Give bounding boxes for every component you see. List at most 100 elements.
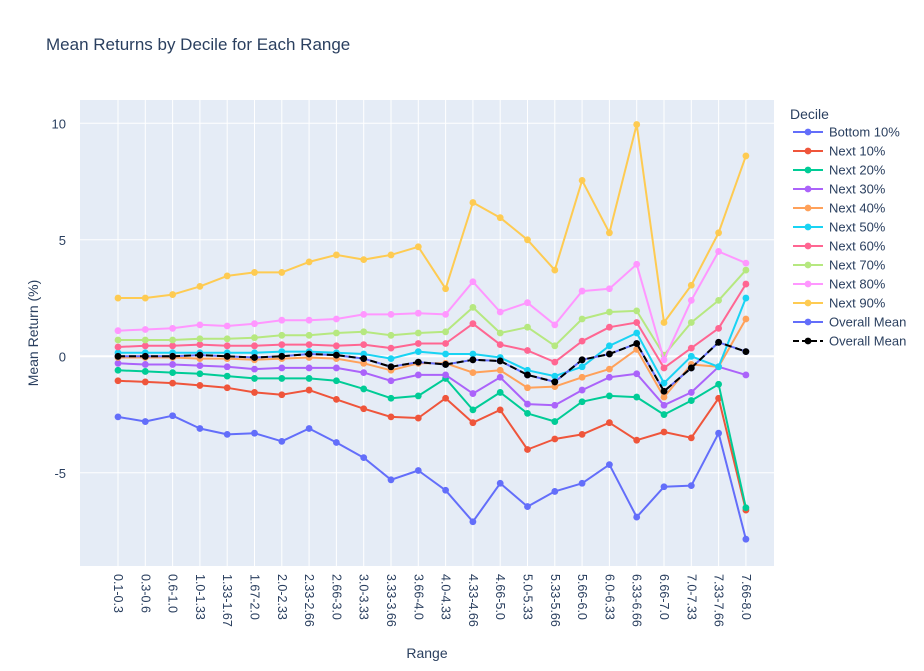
data-point (196, 370, 204, 378)
data-point (169, 324, 177, 332)
data-point (114, 377, 122, 385)
legend-item: Next 60% (793, 239, 886, 254)
data-point (578, 337, 586, 345)
data-point (414, 329, 422, 337)
data-point (305, 386, 313, 394)
data-point (223, 342, 231, 350)
data-point (223, 430, 231, 438)
data-point (169, 336, 177, 344)
data-point (414, 243, 422, 251)
legend-swatch-marker (804, 337, 812, 345)
data-point (742, 348, 750, 356)
data-point (251, 334, 258, 342)
data-point (606, 308, 613, 316)
data-point (333, 377, 340, 385)
data-point (578, 176, 586, 184)
data-point (578, 430, 586, 438)
data-point (524, 366, 531, 374)
data-point (414, 467, 422, 474)
x-tick-label: 3.0-3.33 (357, 574, 371, 620)
data-point (196, 335, 204, 343)
data-point (278, 375, 286, 382)
y-axis-ticks: -5 0 5 10 (52, 116, 66, 480)
data-point (196, 351, 204, 359)
legend-label: Overall Mean (829, 334, 906, 349)
data-point (387, 310, 395, 318)
data-point (633, 329, 641, 337)
data-point (524, 323, 531, 331)
legend-item: Next 30% (793, 182, 886, 197)
data-point (305, 331, 313, 339)
x-tick-label: 7.66-8.0 (739, 574, 753, 620)
data-point (251, 365, 258, 373)
data-point (442, 328, 449, 336)
legend-label: Next 60% (829, 239, 886, 254)
legend-label: Overall Mean (829, 315, 906, 330)
data-point (251, 375, 258, 382)
data-point (469, 303, 477, 311)
data-point (496, 406, 504, 414)
data-point (551, 372, 559, 380)
legend-swatch-marker (804, 128, 812, 136)
data-point (660, 428, 668, 436)
data-point (223, 322, 231, 330)
data-point (469, 356, 477, 364)
legend-item: Next 10% (793, 144, 886, 159)
data-point (496, 389, 504, 396)
data-point (660, 356, 668, 364)
y-tick-label: 10 (52, 116, 66, 131)
data-point (360, 355, 368, 363)
data-point (469, 350, 477, 358)
data-point (524, 446, 531, 453)
data-point (333, 251, 340, 259)
data-point (660, 387, 668, 395)
data-point (141, 294, 149, 302)
data-point (715, 324, 722, 332)
x-tick-label: 3.66-4.0 (411, 574, 425, 620)
x-tick-label: 5.66-6.0 (575, 574, 589, 620)
data-point (196, 341, 204, 349)
data-point (333, 329, 340, 337)
series-line (118, 297, 747, 385)
data-point (606, 373, 613, 381)
data-point (114, 327, 122, 335)
legend-item: Next 70% (793, 258, 886, 273)
series-line (118, 269, 747, 357)
data-point (606, 342, 613, 350)
data-point (442, 371, 449, 379)
legend-item: Next 40% (793, 201, 886, 216)
data-point (687, 434, 695, 442)
series-group (114, 248, 750, 364)
data-point (715, 338, 722, 346)
data-point (387, 476, 395, 484)
legend-swatch-marker (804, 185, 812, 193)
data-point (141, 418, 149, 425)
data-point (742, 280, 750, 288)
data-point (633, 319, 641, 326)
x-tick-label: 5.33-5.66 (548, 574, 562, 627)
data-point (278, 437, 286, 445)
data-point (442, 340, 449, 347)
data-point (606, 285, 613, 293)
data-point (442, 310, 449, 318)
data-point (660, 393, 668, 401)
chart-title: Mean Returns by Decile for Each Range (46, 35, 350, 54)
legend-swatch-marker (804, 242, 812, 250)
data-point (114, 413, 122, 421)
data-point (196, 362, 204, 370)
data-point (578, 287, 586, 295)
data-point (305, 258, 313, 266)
data-point (606, 419, 613, 427)
legend-swatch-marker (804, 166, 812, 174)
data-point (169, 342, 177, 350)
data-point (360, 350, 368, 358)
data-point (360, 369, 368, 377)
data-point (524, 371, 531, 379)
x-tick-label: 2.33-2.66 (302, 574, 316, 627)
legend-item: Bottom 10% (793, 125, 900, 140)
data-point (114, 294, 122, 302)
legend-swatch-marker (804, 280, 812, 288)
data-point (305, 316, 313, 324)
data-point (660, 364, 668, 372)
data-point (606, 392, 613, 400)
